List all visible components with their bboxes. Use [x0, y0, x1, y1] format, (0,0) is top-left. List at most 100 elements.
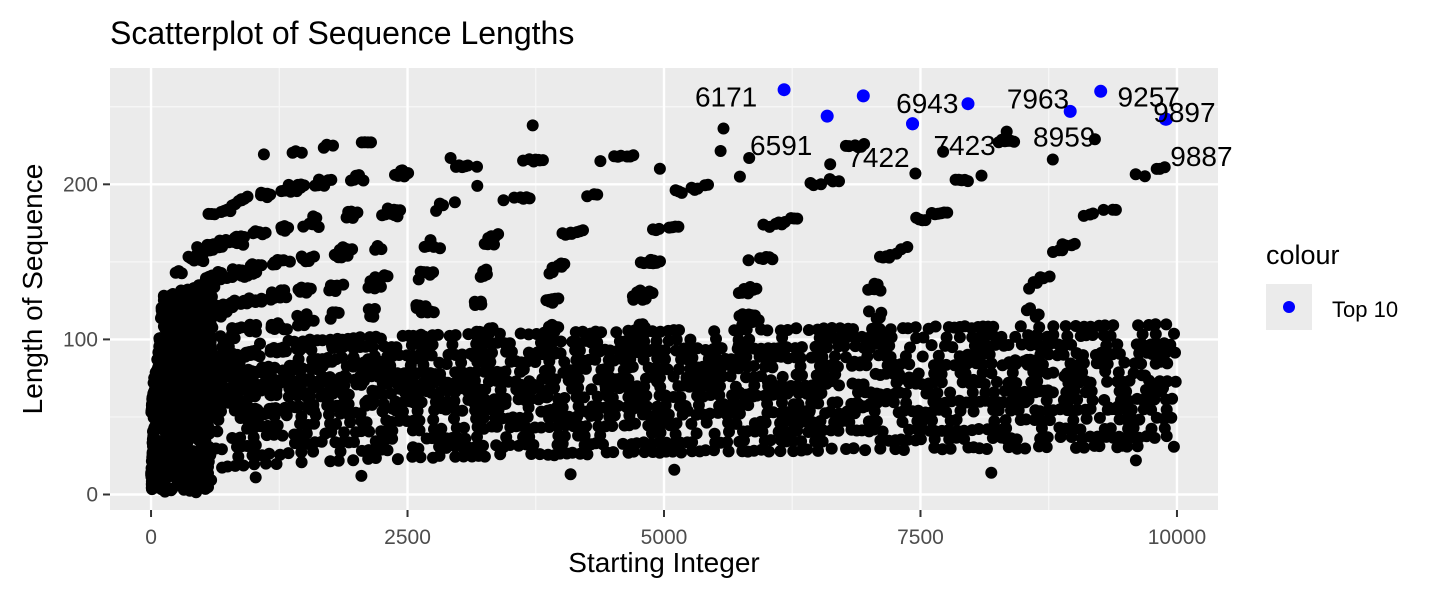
data-point — [147, 425, 160, 438]
data-point — [208, 397, 221, 410]
data-point — [1078, 441, 1091, 454]
data-point — [523, 375, 536, 388]
x-tick-label: 7500 — [897, 526, 944, 549]
data-point — [732, 333, 745, 346]
top10-point — [906, 117, 920, 131]
data-point — [185, 342, 197, 355]
data-point — [901, 241, 914, 253]
y-tick-label: 0 — [86, 483, 98, 506]
data-point — [187, 352, 200, 365]
data-point — [334, 342, 347, 355]
data-point — [884, 350, 897, 363]
data-point — [294, 381, 307, 394]
data-point — [1158, 161, 1171, 174]
data-point — [1113, 347, 1126, 360]
data-point — [743, 152, 756, 164]
data-point — [674, 391, 687, 403]
data-point — [354, 331, 367, 344]
data-point — [474, 295, 487, 308]
data-point — [444, 152, 457, 164]
data-point — [448, 412, 460, 425]
data-point — [1043, 270, 1056, 283]
data-point — [1143, 374, 1156, 387]
data-point — [909, 167, 922, 180]
data-point — [200, 416, 213, 429]
data-point — [585, 383, 598, 396]
data-point — [606, 420, 619, 432]
data-point — [1008, 135, 1021, 148]
data-point — [831, 396, 844, 409]
data-point — [594, 155, 607, 168]
data-point — [434, 368, 447, 380]
data-point — [1127, 422, 1140, 434]
data-point — [1104, 422, 1117, 435]
data-point — [848, 407, 861, 420]
data-point — [1161, 357, 1174, 370]
data-point — [215, 377, 228, 389]
data-point — [353, 169, 365, 182]
data-point — [1043, 414, 1056, 427]
data-point — [268, 410, 281, 423]
data-point — [520, 356, 533, 368]
data-point — [239, 365, 252, 378]
data-point — [1149, 318, 1162, 331]
data-point — [1067, 414, 1080, 427]
data-point — [659, 353, 671, 366]
data-point — [1112, 366, 1125, 379]
data-point — [257, 148, 270, 161]
data-point — [179, 464, 191, 477]
data-point — [427, 266, 440, 279]
data-point — [338, 369, 351, 382]
data-point — [793, 416, 806, 429]
data-point — [282, 178, 295, 191]
data-point — [334, 445, 347, 458]
data-point — [1149, 328, 1162, 341]
data-point — [791, 212, 804, 225]
data-point — [202, 333, 215, 346]
data-point — [1129, 454, 1142, 467]
data-point — [312, 380, 325, 393]
data-point — [591, 410, 604, 422]
data-point — [715, 342, 728, 355]
data-point — [544, 328, 557, 340]
data-point — [985, 367, 998, 380]
data-point — [413, 414, 426, 427]
data-point — [1168, 327, 1180, 340]
data-point — [1009, 330, 1022, 343]
data-point — [247, 375, 260, 388]
data-point — [863, 305, 875, 318]
point-label: 9887 — [1170, 141, 1232, 172]
data-point — [595, 326, 608, 339]
data-point — [833, 175, 845, 188]
data-point — [351, 206, 364, 219]
data-point — [946, 341, 959, 354]
data-point — [292, 353, 305, 366]
data-point — [967, 405, 980, 418]
data-point — [975, 169, 988, 182]
data-point — [904, 341, 916, 354]
data-point — [715, 362, 727, 375]
data-point — [1040, 441, 1053, 454]
x-axis-ticks: 0 2500 5000 7500 10000 — [145, 510, 1206, 549]
data-point — [1047, 320, 1060, 333]
data-point — [1013, 395, 1026, 408]
data-point — [550, 346, 563, 359]
data-point — [364, 397, 377, 410]
data-point — [761, 324, 774, 337]
data-point — [958, 433, 971, 445]
data-point — [729, 380, 742, 393]
data-point — [283, 372, 296, 385]
data-point — [670, 417, 683, 430]
data-point — [310, 363, 323, 375]
data-point — [990, 376, 1003, 388]
point-label: 7963 — [1007, 84, 1069, 115]
data-point — [323, 371, 336, 384]
data-point — [198, 388, 211, 401]
y-tick-label: 200 — [63, 173, 98, 196]
data-point — [669, 428, 682, 441]
data-point — [336, 351, 349, 364]
data-point — [270, 458, 283, 470]
data-point — [925, 339, 938, 352]
data-point — [743, 333, 756, 346]
data-point — [543, 364, 556, 377]
